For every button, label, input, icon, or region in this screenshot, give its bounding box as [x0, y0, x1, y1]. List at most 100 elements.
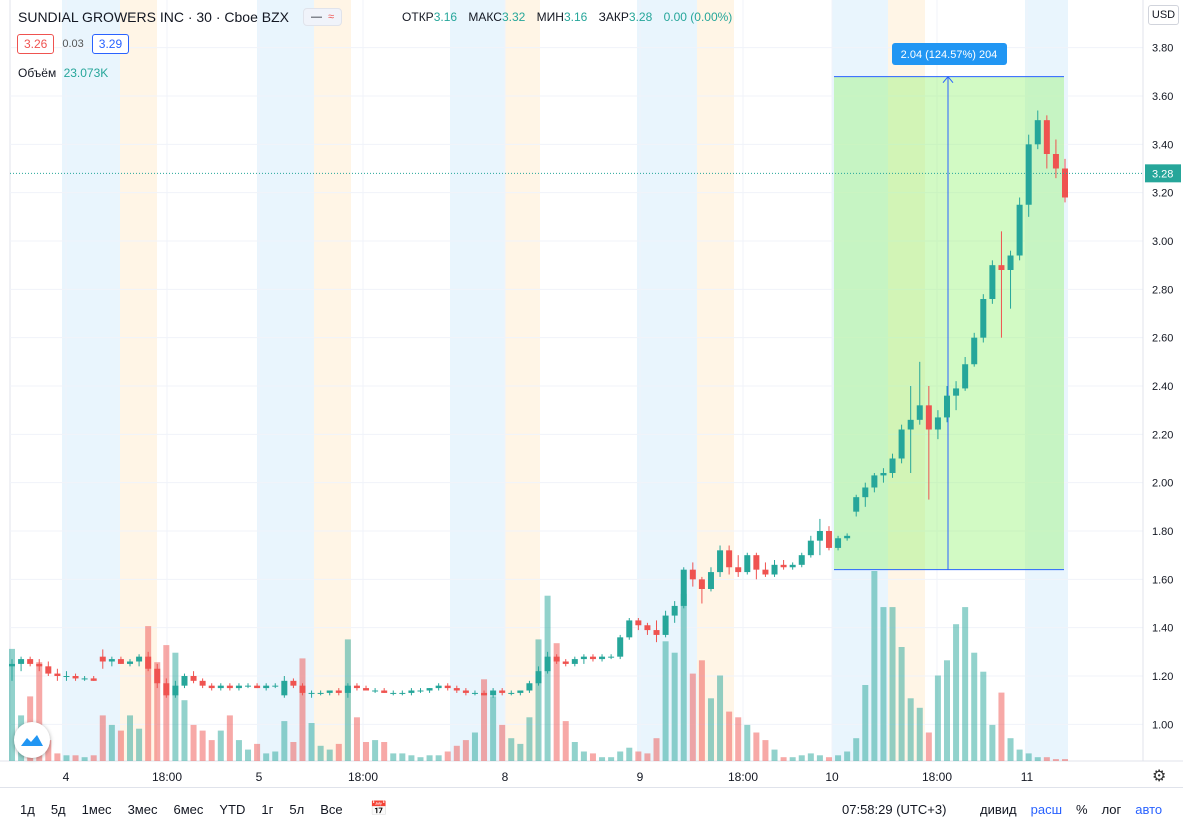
calendar-icon[interactable]: 📅 [370, 800, 388, 816]
candle-body [816, 531, 823, 541]
volume-bar [444, 751, 451, 761]
x-tick-label: 8 [502, 770, 509, 784]
session-band [505, 0, 540, 761]
candle-body [971, 337, 978, 365]
candle-body [925, 405, 932, 430]
candle-body [281, 680, 288, 696]
currency-button[interactable]: USD [1148, 5, 1179, 25]
session-band [450, 0, 505, 761]
y-tick-label: 2.40 [1152, 381, 1173, 393]
auto-scale-toggle[interactable]: авто [1135, 802, 1163, 817]
chart-style-toggle[interactable]: — ≈ [302, 8, 343, 26]
volume-bar [363, 742, 370, 761]
volume-bar [916, 707, 923, 761]
volume-bar [798, 755, 805, 761]
candle-body [771, 564, 778, 575]
range-1y-button[interactable]: 1г [261, 802, 274, 817]
candle-body [353, 685, 360, 689]
volume-bar [108, 724, 115, 761]
spread-value: 0.03 [62, 38, 84, 50]
volume-bar [1062, 759, 1068, 761]
candle-body [698, 579, 705, 589]
x-tick-label: 11 [1021, 770, 1034, 784]
minus-icon[interactable]: — [310, 11, 322, 23]
candle-body [526, 683, 533, 691]
open-label: ОТКР [402, 10, 434, 24]
dividends-toggle[interactable]: дивид [980, 802, 1017, 817]
volume-bar [807, 753, 814, 761]
y-tick-label: 1.00 [1152, 719, 1173, 731]
candle-body [18, 659, 25, 664]
range-1d-button[interactable]: 1д [20, 802, 35, 817]
ask-price-button[interactable]: 3.29 [91, 34, 130, 54]
range-5d-button[interactable]: 5д [50, 802, 66, 817]
volume-bar [998, 692, 1005, 761]
volume-bar [63, 755, 70, 761]
candle-body [254, 685, 261, 689]
percent-scale-toggle[interactable]: % [1076, 802, 1088, 817]
y-tick-label: 1.20 [1152, 671, 1173, 683]
candle-body [235, 685, 242, 689]
range-3m-button[interactable]: 3мес [127, 802, 158, 817]
volume-bar [907, 698, 914, 761]
range-6m-button[interactable]: 6мес [173, 802, 204, 817]
volume-bar [235, 740, 242, 761]
volume-bar [499, 724, 506, 761]
candle-body [544, 656, 551, 672]
volume-bar [208, 740, 215, 761]
candle-body [717, 550, 724, 573]
y-tick-label: 3.80 [1152, 43, 1173, 55]
volume-bar [517, 743, 524, 761]
log-scale-toggle[interactable]: лог [1101, 802, 1122, 817]
candle-body [916, 405, 923, 420]
volume-bar [880, 607, 887, 761]
candle-body [263, 685, 270, 689]
candle-body [608, 656, 615, 658]
candle-body [907, 419, 914, 430]
tradingview-logo-icon[interactable] [14, 722, 50, 758]
y-tick-label: 2.20 [1152, 429, 1173, 441]
volume-bar [462, 740, 469, 761]
candle-body [381, 690, 388, 693]
y-tick-label: 1.80 [1152, 526, 1173, 538]
range-5y-button[interactable]: 5л [289, 802, 305, 817]
candle-body [127, 661, 134, 664]
candle-body [299, 685, 306, 693]
volume-bar [1025, 753, 1032, 761]
volume-bar [925, 732, 932, 761]
volume-bar [717, 675, 724, 761]
volume-bar [589, 753, 596, 761]
high-value: 3.32 [501, 10, 526, 24]
candlestick-chart[interactable]: 3.80 3.60 3.40 3.20 3.00 2.80 2.60 2.40 2.20 2.00… [0, 0, 1183, 787]
bid-price-button[interactable]: 3.26 [17, 34, 55, 54]
range-all-button[interactable]: Все [320, 802, 343, 817]
candle-body [181, 676, 188, 686]
y-tick-label: 2.60 [1152, 333, 1173, 345]
candle-body [326, 690, 333, 693]
approx-icon[interactable]: ≈ [327, 11, 335, 23]
gear-icon[interactable]: ⚙ [1152, 768, 1167, 785]
last-price-label: 3.28 [1152, 168, 1173, 180]
symbol-title[interactable]: SUNDIAL GROWERS INC · 30 · Cboe BZX [18, 9, 289, 25]
range-1m-button[interactable]: 1мес [81, 802, 112, 817]
candle-body [898, 429, 905, 459]
extended-hours-toggle[interactable]: расш [1030, 802, 1062, 817]
clock[interactable]: 07:58:29 (UTC+3) [842, 802, 947, 817]
volume-legend[interactable]: Объём 23.073K [18, 66, 108, 80]
candle-body [344, 685, 351, 693]
candle-body [626, 620, 633, 638]
volume-bar [390, 753, 397, 761]
volume-bar [263, 753, 270, 761]
volume-bar [753, 732, 760, 761]
session-band [257, 0, 314, 761]
volume-bar [544, 595, 551, 761]
candle-body [1062, 168, 1068, 198]
volume-bar [825, 757, 832, 761]
volume-bar [335, 743, 342, 761]
candle-body [589, 656, 596, 660]
range-ytd-button[interactable]: YTD [219, 802, 246, 817]
candle-body [680, 569, 687, 606]
volume-bar [1034, 757, 1041, 761]
volume-value: 23.073K [63, 66, 109, 80]
volume-bar [290, 742, 297, 761]
